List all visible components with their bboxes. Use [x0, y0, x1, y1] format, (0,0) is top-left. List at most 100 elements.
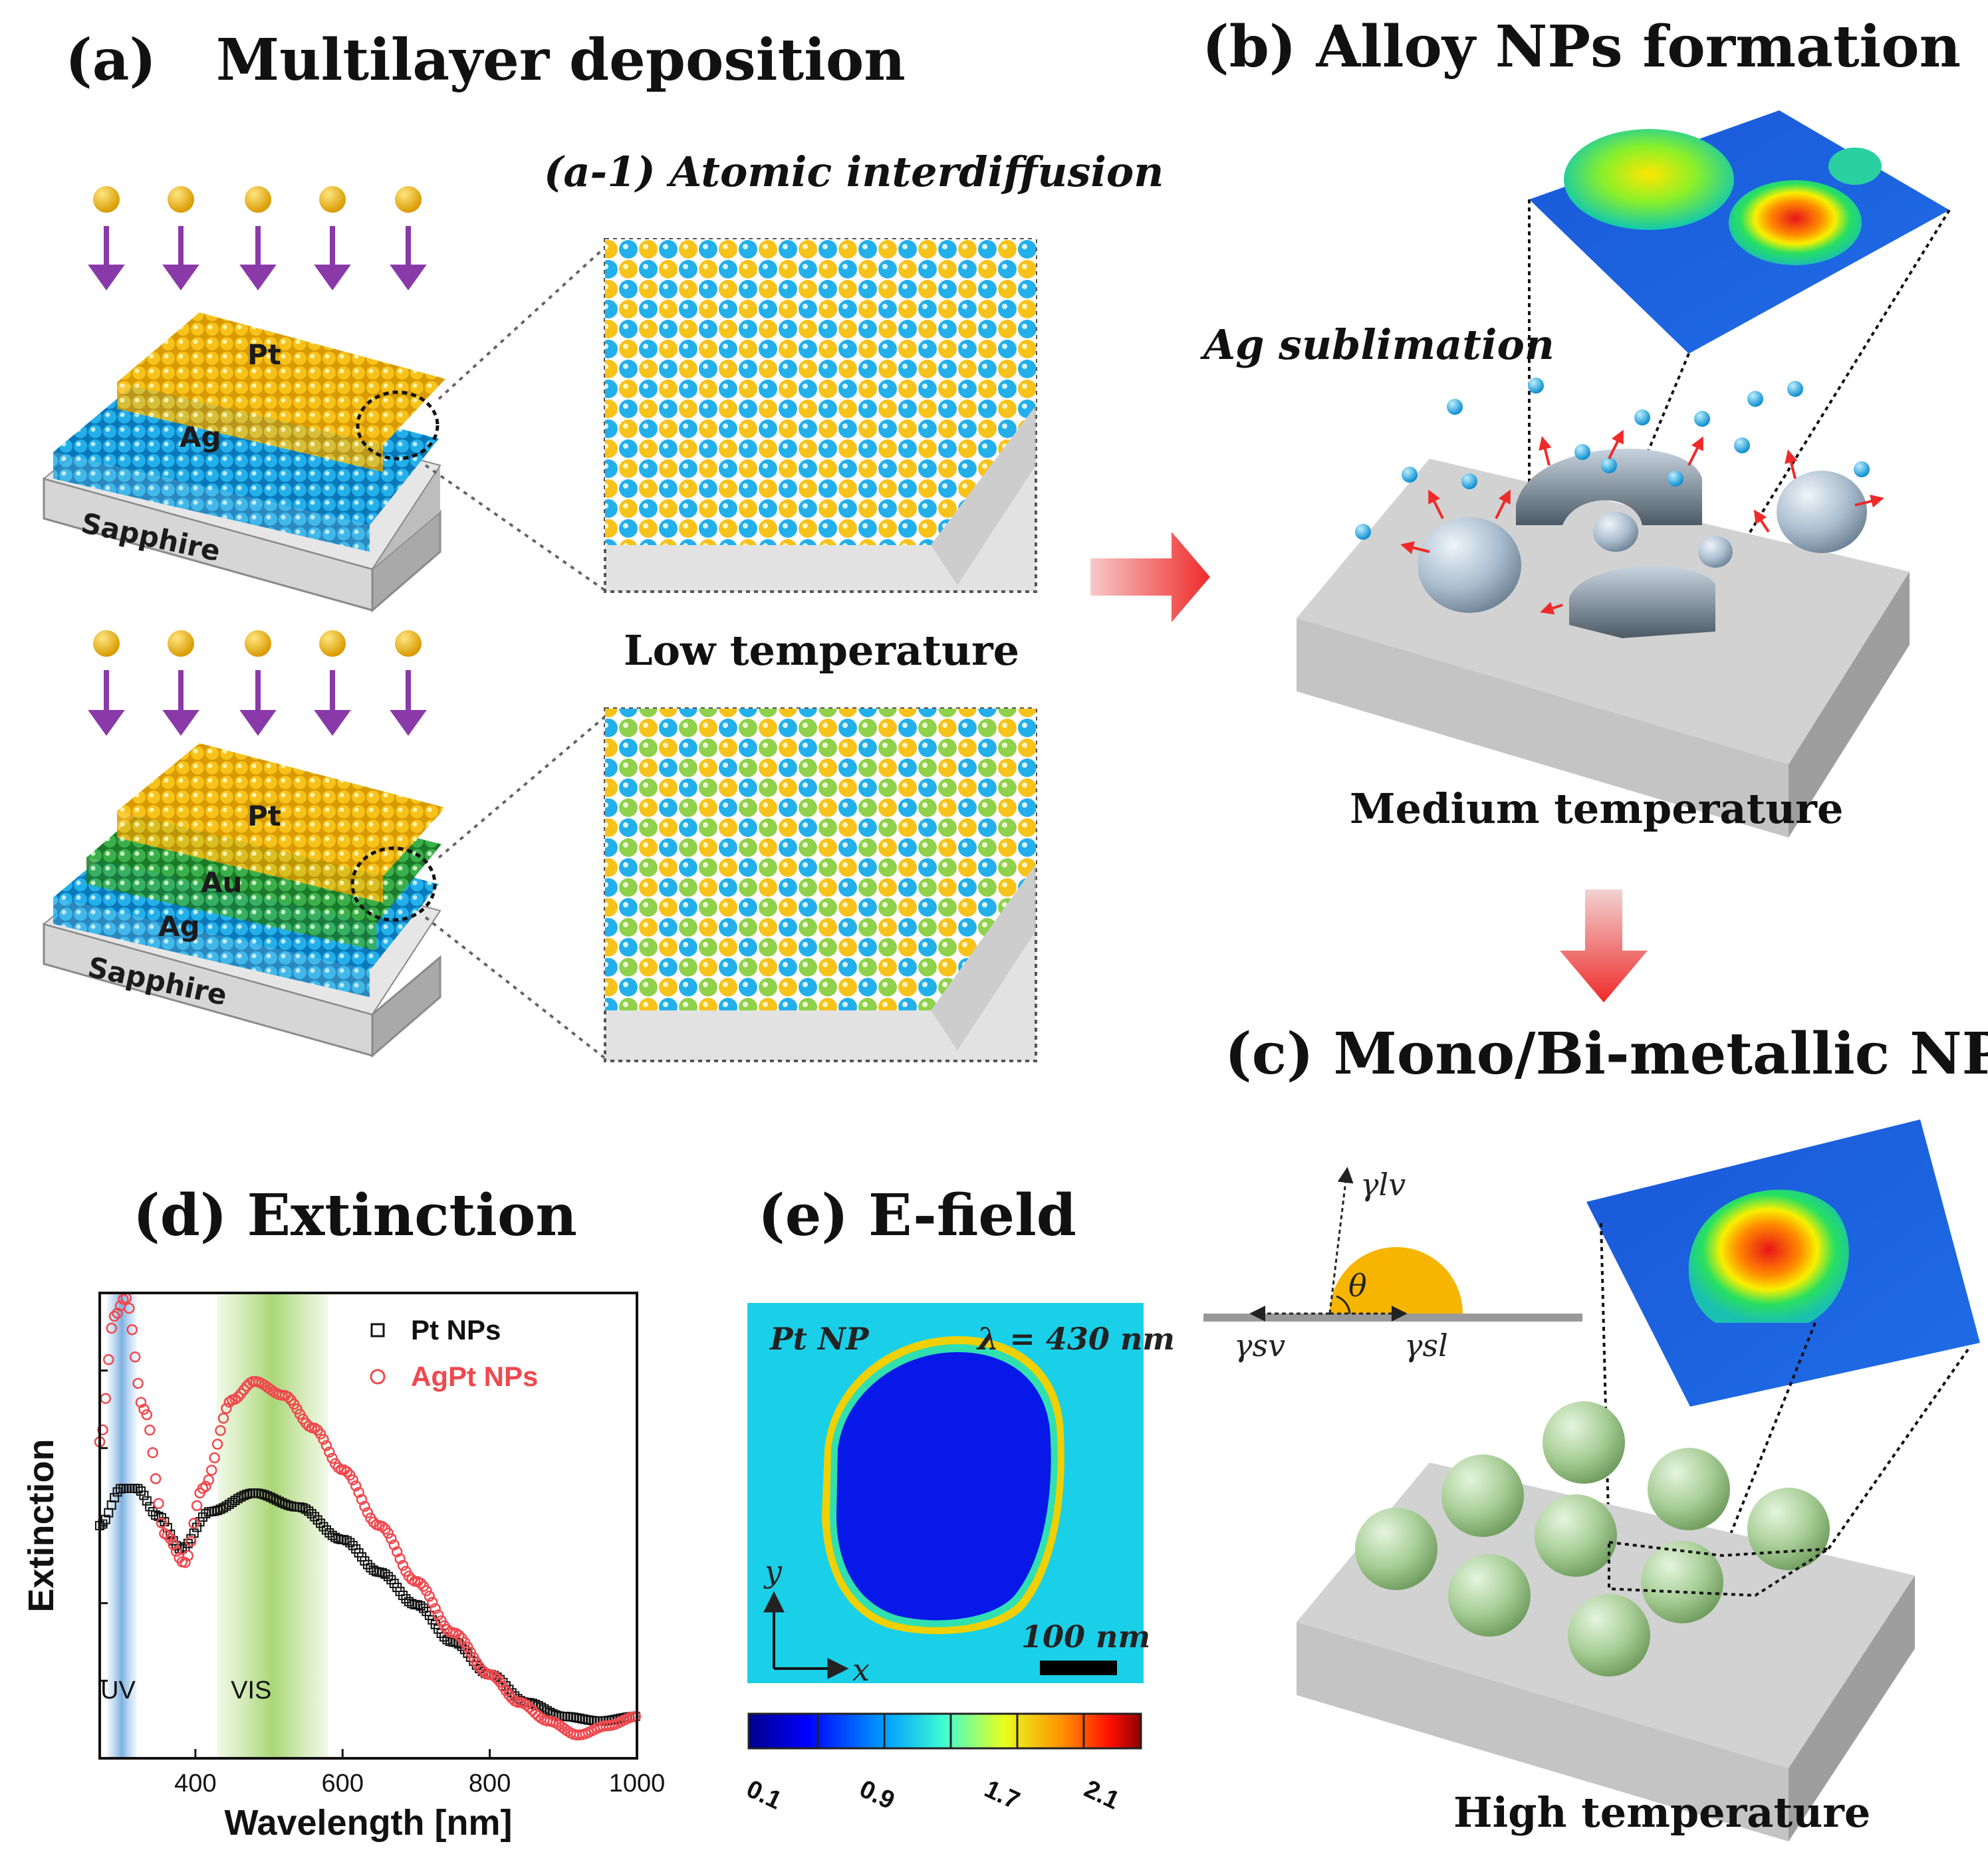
- data-point: [333, 1534, 343, 1544]
- x-tick-label: 400: [174, 1770, 216, 1798]
- data-point: [465, 1647, 477, 1658]
- legend-label: Pt NPs: [411, 1314, 501, 1345]
- data-point: [180, 1557, 191, 1568]
- data-point: [345, 1538, 355, 1548]
- data-point: [342, 1536, 352, 1546]
- data-point: [138, 1403, 150, 1415]
- series-agpt-nps: [94, 1292, 642, 1741]
- data-point: [168, 1536, 178, 1546]
- zoom-box-mixed: [604, 707, 1037, 1062]
- data-point: [424, 1590, 435, 1602]
- alloy-nanostructures-b: [1418, 448, 1867, 638]
- chart-ticks: 400 600 800 1000: [100, 1369, 666, 1798]
- efield-axes: [763, 1591, 849, 1679]
- data-point: [156, 1517, 168, 1529]
- band-uv: [107, 1293, 137, 1758]
- data-point: [527, 1704, 539, 1716]
- data-point: [318, 1433, 329, 1445]
- data-point: [221, 1403, 232, 1414]
- data-point: [307, 1509, 316, 1519]
- data-point: [144, 1425, 156, 1436]
- data-point: [108, 1310, 120, 1322]
- data-point: [170, 1546, 182, 1558]
- afm-image-b: [1529, 110, 1949, 354]
- data-point: [304, 1506, 314, 1516]
- data-point: [103, 1354, 114, 1365]
- data-point: [201, 1509, 211, 1519]
- data-point: [242, 1489, 252, 1499]
- colorbar-tick-1: 0.9: [855, 1775, 899, 1815]
- data-point: [153, 1498, 164, 1509]
- data-point: [432, 1609, 444, 1621]
- data-point: [263, 1491, 273, 1501]
- data-point: [419, 1603, 429, 1613]
- data-point: [283, 1391, 294, 1403]
- data-point: [209, 1506, 219, 1516]
- stack-bottom-pt-label: Pt: [247, 800, 281, 832]
- data-point: [203, 1474, 215, 1486]
- data-point: [341, 1466, 353, 1478]
- scale-bar-label: 100 nm: [1021, 1619, 1150, 1655]
- extinction-chart: UV VIS 400 600 800 1000 Pt NPs AgPt NPs Wavel…: [21, 1292, 666, 1843]
- data-point: [353, 1486, 364, 1498]
- data-point: [100, 1514, 110, 1524]
- data-point: [388, 1539, 400, 1551]
- scale-bar: [1040, 1661, 1117, 1675]
- x-tick-label: 600: [322, 1770, 364, 1798]
- data-point: [229, 1393, 241, 1405]
- x-tick-label: 1000: [609, 1770, 666, 1798]
- data-point: [265, 1492, 275, 1502]
- data-point: [106, 1322, 117, 1334]
- zoom-region-top: [356, 390, 439, 461]
- data-point: [394, 1553, 406, 1565]
- gamma-sl-label: γsl: [1404, 1328, 1448, 1363]
- wetting-diagram: [1203, 1167, 1582, 1322]
- data-point: [362, 1560, 372, 1569]
- data-point: [132, 1377, 144, 1389]
- data-point: [257, 1489, 267, 1499]
- data-point: [133, 1484, 143, 1494]
- ag-sublimation-label: Ag sublimation: [1200, 320, 1554, 369]
- data-point: [320, 1440, 332, 1451]
- low-temperature-label: Low temperature: [624, 626, 1019, 675]
- theta-label: θ: [1348, 1268, 1367, 1304]
- data-point: [404, 1597, 414, 1607]
- data-point: [453, 1629, 465, 1641]
- data-point: [151, 1510, 161, 1520]
- data-point: [188, 1518, 199, 1529]
- band-label-vis: VIS: [231, 1677, 271, 1704]
- gamma-lv-label: γlv: [1360, 1167, 1406, 1203]
- deposition-arrows-bottom: [88, 670, 427, 736]
- legend-marker: [370, 1323, 385, 1337]
- panel-e-title: (e) E-field: [758, 1182, 1076, 1249]
- data-point: [489, 1671, 500, 1682]
- data-point: [110, 1493, 120, 1502]
- x-axis-label: Wavelength [nm]: [224, 1803, 512, 1843]
- ag-sublimated-atoms: [1355, 378, 1870, 540]
- data-point: [630, 1710, 642, 1722]
- colorbar-tick-3: 2.1: [1080, 1775, 1124, 1815]
- data-point: [129, 1351, 141, 1363]
- data-point: [213, 1506, 223, 1516]
- colorbar-tick-2: 1.7: [980, 1775, 1024, 1815]
- data-point: [356, 1494, 368, 1505]
- data-point: [269, 1494, 279, 1504]
- afm-zoom-lines-c: [1600, 1222, 1969, 1556]
- efield-map: [747, 1303, 1144, 1683]
- data-point: [168, 1539, 179, 1550]
- stack-top-pt-label: Pt: [247, 338, 281, 371]
- data-point: [135, 1397, 147, 1408]
- sublimation-arrows: [1400, 429, 1884, 615]
- zoom-region-bottom: [350, 846, 437, 922]
- colorbar-divisions: [816, 1714, 1085, 1748]
- stack-bottom-au-label: Au: [201, 866, 242, 899]
- data-point: [211, 1439, 223, 1450]
- y-axis-label: Extinction: [21, 1439, 61, 1612]
- chart-bands: UV VIS: [100, 1293, 328, 1758]
- data-point: [380, 1569, 390, 1579]
- data-point: [524, 1702, 535, 1713]
- colorbar: [747, 1712, 1142, 1750]
- data-point: [376, 1521, 388, 1532]
- data-point: [280, 1499, 290, 1509]
- data-point: [142, 1496, 152, 1506]
